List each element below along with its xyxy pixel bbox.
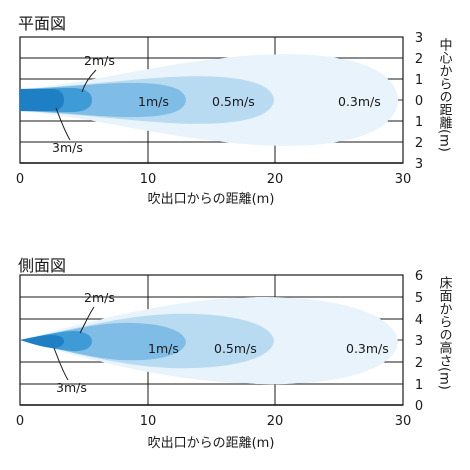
svg-text:0: 0	[16, 414, 24, 429]
svg-text:3: 3	[415, 334, 423, 349]
svg-text:2: 2	[415, 356, 423, 371]
plan-label-0.3: 0.3m/s	[338, 94, 381, 109]
side-leader-2	[79, 306, 95, 334]
side-xlabel: 吹出口からの距離(m)	[148, 436, 275, 451]
svg-text:0: 0	[415, 399, 423, 414]
svg-text:2: 2	[415, 136, 423, 151]
svg-text:10: 10	[140, 172, 157, 187]
svg-text:4: 4	[415, 313, 423, 328]
side-leader-3	[53, 347, 69, 381]
svg-text:1: 1	[415, 115, 423, 130]
plan-label-0.5: 0.5m/s	[212, 94, 255, 109]
plan-xlabel: 吹出口からの距離(m)	[148, 192, 275, 207]
svg-text:3: 3	[415, 157, 423, 172]
svg-text:1: 1	[415, 73, 423, 88]
plan-view: 平面図 1m/s 0.5m/s 0.3m/s 2m/s 3m/s	[16, 14, 452, 207]
plan-title: 平面図	[18, 14, 66, 33]
plan-ylabel: 中心からの距離(m)	[437, 38, 453, 152]
side-ylabel: 床面からの高さ(m)	[437, 276, 453, 390]
svg-text:0: 0	[16, 172, 24, 187]
side-y-ticks: 6 5 4 3 2 1 0	[415, 269, 423, 414]
svg-text:3: 3	[415, 31, 423, 46]
svg-text:30: 30	[395, 172, 412, 187]
svg-text:10: 10	[140, 414, 157, 429]
side-view: 側面図 1m/s 0.5m/s 0.3m/s 2m/s 3m/s	[16, 256, 452, 451]
svg-text:2: 2	[415, 52, 423, 67]
side-title: 側面図	[18, 256, 66, 275]
svg-text:1: 1	[415, 378, 423, 393]
plan-leader-3	[55, 107, 71, 141]
plan-label-1: 1m/s	[138, 94, 169, 109]
side-x-ticks: 0 10 20 30	[16, 414, 411, 429]
svg-text:20: 20	[267, 172, 284, 187]
svg-text:6: 6	[415, 269, 423, 284]
side-label-1: 1m/s	[148, 341, 179, 356]
plan-x-ticks: 0 10 20 30	[16, 172, 411, 187]
plan-label-3: 3m/s	[52, 140, 83, 155]
plan-leader-2	[81, 69, 97, 93]
svg-text:30: 30	[395, 414, 412, 429]
side-label-0.3: 0.3m/s	[346, 341, 389, 356]
side-label-2: 2m/s	[84, 290, 115, 305]
svg-text:5: 5	[415, 291, 423, 306]
side-label-0.5: 0.5m/s	[214, 341, 257, 356]
svg-text:0: 0	[415, 94, 423, 109]
svg-text:20: 20	[267, 414, 284, 429]
plan-y-ticks: 3 2 1 0 1 2 3	[415, 31, 423, 172]
side-label-3: 3m/s	[56, 380, 87, 395]
plan-label-2: 2m/s	[84, 53, 115, 68]
